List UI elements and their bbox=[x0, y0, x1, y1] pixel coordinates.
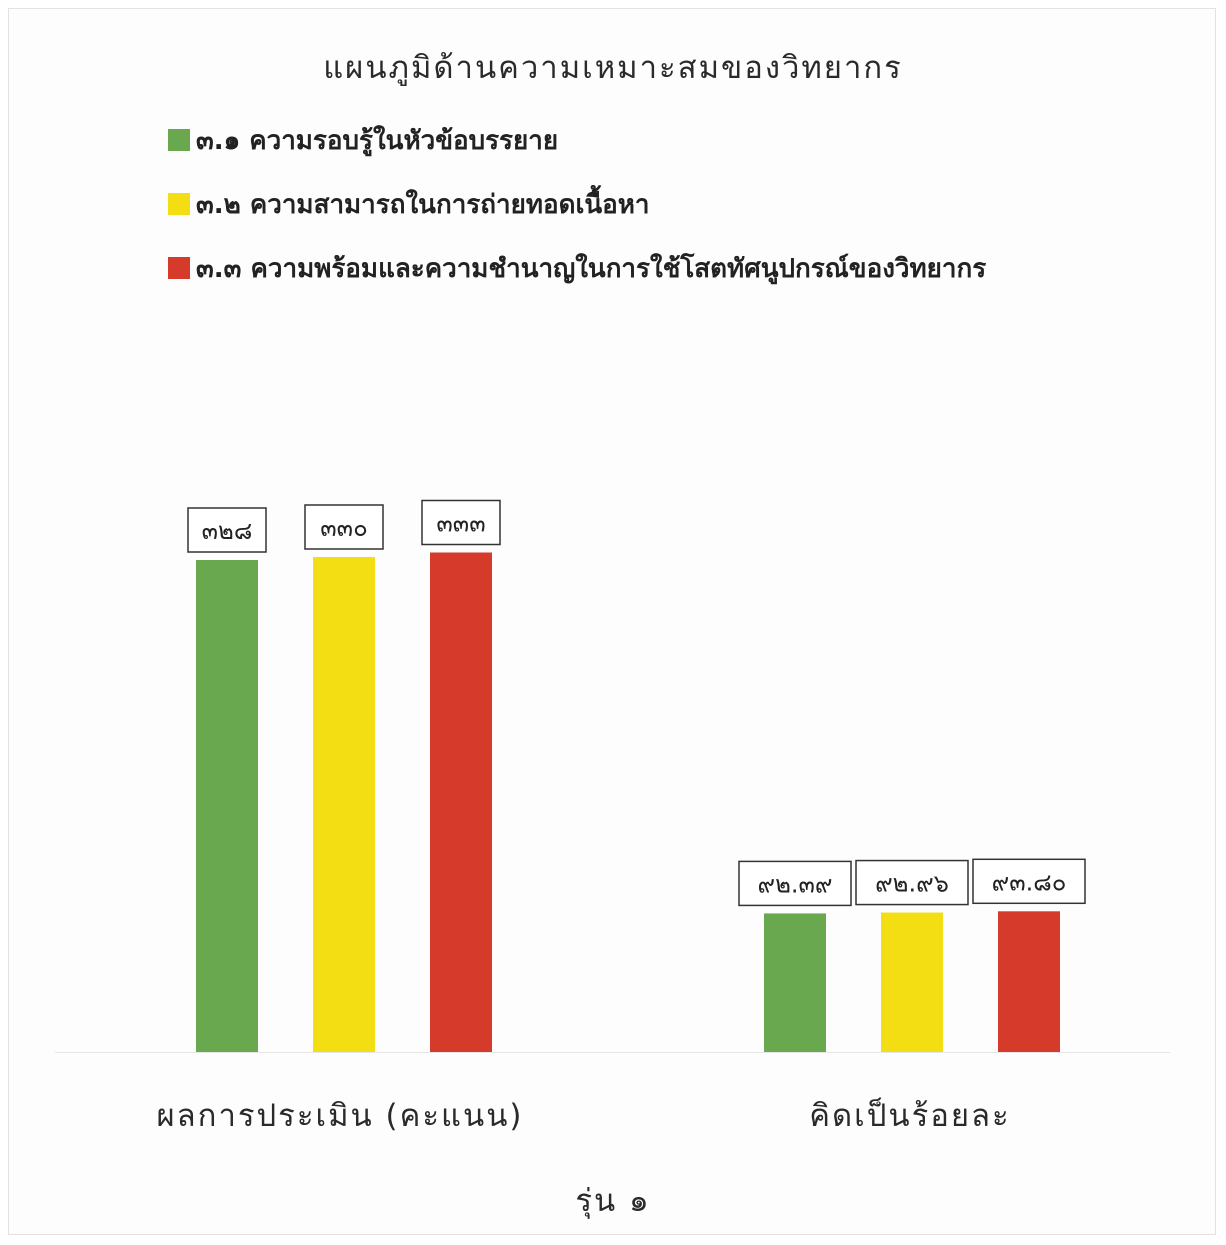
bar-percent-series-2 bbox=[881, 912, 943, 1052]
data-label-box-score-series-2 bbox=[304, 504, 384, 550]
chart-legend: ๓.๑ ความรอบรู้ในหัวข้อบรรยาย ๓.๒ ความสาม… bbox=[168, 120, 986, 312]
legend-item-series-3: ๓.๓ ความพร้อมและความชำนาญในการใช้โสตทัศน… bbox=[168, 248, 986, 288]
bar-percent-series-1 bbox=[764, 913, 826, 1052]
legend-item-series-2: ๓.๒ ความสามารถในการถ่ายทอดเนื้อหา bbox=[168, 184, 986, 224]
bar-score-series-3 bbox=[430, 552, 492, 1052]
data-label-percent-series-2: ๙๒.๙๖ bbox=[875, 870, 949, 898]
data-label-box-percent-series-2 bbox=[855, 859, 969, 906]
data-label-score-series-3: ๓๓๓ bbox=[436, 510, 485, 538]
legend-swatch-series-3 bbox=[168, 257, 190, 279]
data-label-box-score-series-3 bbox=[421, 499, 501, 546]
legend-swatch-series-1 bbox=[168, 129, 190, 151]
chart-footer: รุ่น ๑ bbox=[575, 1183, 651, 1219]
legend-label-series-1: ๓.๑ ความรอบรู้ในหัวข้อบรรยาย bbox=[196, 125, 559, 156]
data-label-score-series-1: ๓๒๘ bbox=[202, 517, 253, 545]
legend-label-series-3: ๓.๓ ความพร้อมและความชำนาญในการใช้โสตทัศน… bbox=[196, 253, 987, 284]
data-label-percent-series-1: ๙๒.๓๙ bbox=[757, 870, 832, 898]
legend-item-series-1: ๓.๑ ความรอบรู้ในหัวข้อบรรยาย bbox=[168, 120, 986, 160]
legend-label-series-2: ๓.๒ ความสามารถในการถ่ายทอดเนื้อหา bbox=[196, 189, 650, 220]
data-label-percent-series-3: ๙๓.๘๐ bbox=[992, 868, 1067, 896]
data-label-score-series-2: ๓๓๐ bbox=[320, 514, 367, 542]
data-label-box-percent-series-1 bbox=[738, 860, 852, 907]
category-label-percent: คิดเป็นร้อยละ bbox=[809, 1098, 1011, 1134]
bar-score-series-2 bbox=[313, 557, 375, 1052]
data-label-box-percent-series-3 bbox=[972, 858, 1086, 905]
legend-swatch-series-2 bbox=[168, 193, 190, 215]
data-label-box-score-series-1 bbox=[187, 507, 267, 553]
bar-percent-series-3 bbox=[998, 911, 1060, 1052]
bar-score-series-1 bbox=[196, 560, 258, 1052]
category-label-score: ผลการประเมิน (คะแนน) bbox=[156, 1098, 524, 1134]
chart-title: แผนภูมิด้านความเหมาะสมของวิทยากร bbox=[323, 50, 903, 86]
